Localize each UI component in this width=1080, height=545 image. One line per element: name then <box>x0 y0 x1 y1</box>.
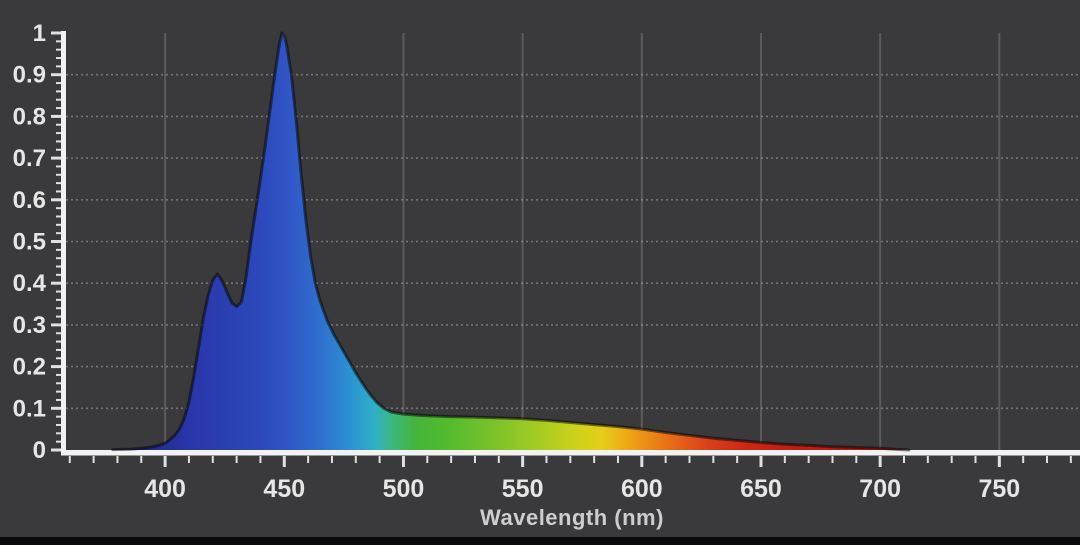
bottom-letterbox-bar <box>0 537 1080 545</box>
x-tick-label: 600 <box>621 475 663 503</box>
y-tick-label: 0.1 <box>13 395 46 422</box>
y-tick-label: 0.8 <box>13 103 46 130</box>
x-tick-label: 400 <box>144 475 186 503</box>
y-tick-label: 0.7 <box>13 145 46 172</box>
x-tick-label: 500 <box>383 475 425 503</box>
y-tick-label: 0.6 <box>13 187 46 214</box>
x-tick-label: 650 <box>740 475 782 503</box>
x-tick-label: 700 <box>859 475 901 503</box>
x-axis-title: Wavelength (nm) <box>480 505 664 530</box>
spectrum-curve-outline <box>111 31 911 452</box>
x-axis-line <box>61 450 1080 456</box>
y-tick-label: 0.2 <box>13 354 46 381</box>
x-tick-label: 750 <box>978 475 1020 503</box>
gridlines <box>66 33 1080 450</box>
x-tick-label: 450 <box>263 475 305 503</box>
y-tick-label: 0.9 <box>13 62 46 89</box>
y-tick-label: 0.4 <box>13 270 47 297</box>
y-axis-ticks: 0 0.1 0.2 0.3 0.4 0.5 0.6 0.7 0.8 0.9 1 <box>13 20 61 464</box>
y-tick-label: 0.5 <box>13 229 46 256</box>
y-tick-label: 0.3 <box>13 312 46 339</box>
y-tick-label: 0 <box>33 437 46 464</box>
y-axis-line <box>61 31 66 456</box>
spectrum-area <box>112 33 909 450</box>
x-tick-label: 550 <box>502 475 544 503</box>
y-tick-label: 1 <box>33 20 46 47</box>
x-axis-ticks: 400 450 500 550 600 650 700 750 <box>68 456 1072 503</box>
